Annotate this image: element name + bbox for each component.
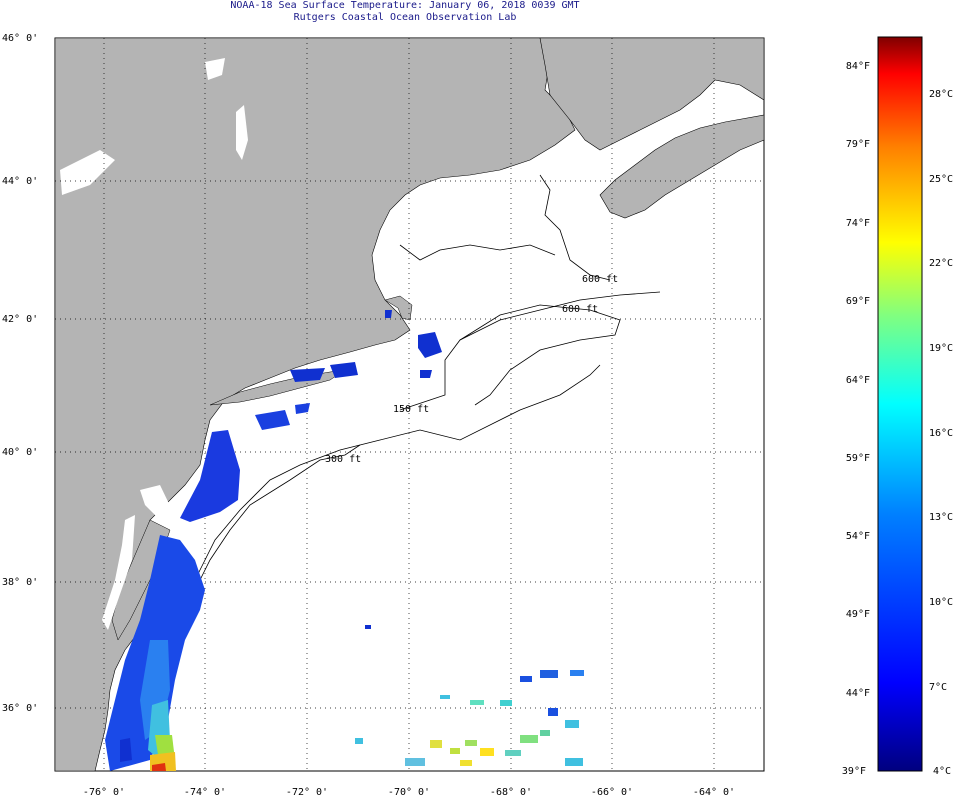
map-title: NOAA-18 Sea Surface Temperature: January…: [230, 0, 580, 11]
cb-f-49: 49°F: [846, 609, 870, 620]
us-mainland: [55, 38, 576, 771]
delaware-bay: [140, 485, 172, 520]
graticule: [55, 38, 764, 771]
cb-c-22: 22°C: [929, 258, 953, 269]
chesapeake-bay: [102, 515, 135, 630]
isobath-label-600-a: 600 ft: [582, 274, 618, 285]
cb-f-79: 79°F: [846, 139, 870, 150]
lon-label-64: -64° 0': [693, 787, 735, 798]
map-subtitle: Rutgers Coastal Ocean Observation Lab: [293, 12, 517, 23]
lat-label-46: 46° 0': [2, 33, 38, 44]
lon-label-68: -68° 0': [490, 787, 532, 798]
cb-f-59: 59°F: [846, 453, 870, 464]
isobath-label-150: 150 ft: [393, 404, 429, 415]
cb-f-69: 69°F: [846, 296, 870, 307]
colorbar: [877, 36, 923, 772]
cb-f-64: 64°F: [846, 375, 870, 386]
lake: [60, 150, 115, 195]
isobath-label-300: 300 ft: [325, 454, 361, 465]
lon-label-74: -74° 0': [184, 787, 226, 798]
cb-c-4: 4°C: [933, 766, 951, 777]
lon-label-70: -70° 0': [388, 787, 430, 798]
cb-c-7: 7°C: [929, 682, 947, 693]
cb-c-10: 10°C: [929, 597, 953, 608]
lat-label-44: 44° 0': [2, 176, 38, 187]
lat-label-40: 40° 0': [2, 447, 38, 458]
cb-f-84: 84°F: [846, 61, 870, 72]
cb-c-28: 28°C: [929, 89, 953, 100]
lon-label-76: -76° 0': [83, 787, 125, 798]
new-brunswick: [539, 38, 764, 151]
cape-cod: [384, 295, 413, 321]
lake: [236, 105, 248, 160]
lat-label-36: 36° 0': [2, 703, 38, 714]
sst-data: [105, 310, 584, 771]
lake: [205, 58, 225, 80]
cb-f-39: 39°F: [842, 766, 866, 777]
nova-scotia: [599, 114, 764, 219]
lat-label-38: 38° 0': [2, 577, 38, 588]
cb-c-16: 16°C: [929, 428, 953, 439]
cb-f-54: 54°F: [846, 531, 870, 542]
isobath-label-600-b: 600 ft: [562, 304, 598, 315]
lon-label-66: -66° 0': [591, 787, 633, 798]
cb-c-25: 25°C: [929, 174, 953, 185]
cb-c-13: 13°C: [929, 512, 953, 523]
cb-f-74: 74°F: [846, 218, 870, 229]
lat-label-42: 42° 0': [2, 314, 38, 325]
cb-c-19: 19°C: [929, 343, 953, 354]
cb-f-44: 44°F: [846, 688, 870, 699]
lon-label-72: -72° 0': [286, 787, 328, 798]
